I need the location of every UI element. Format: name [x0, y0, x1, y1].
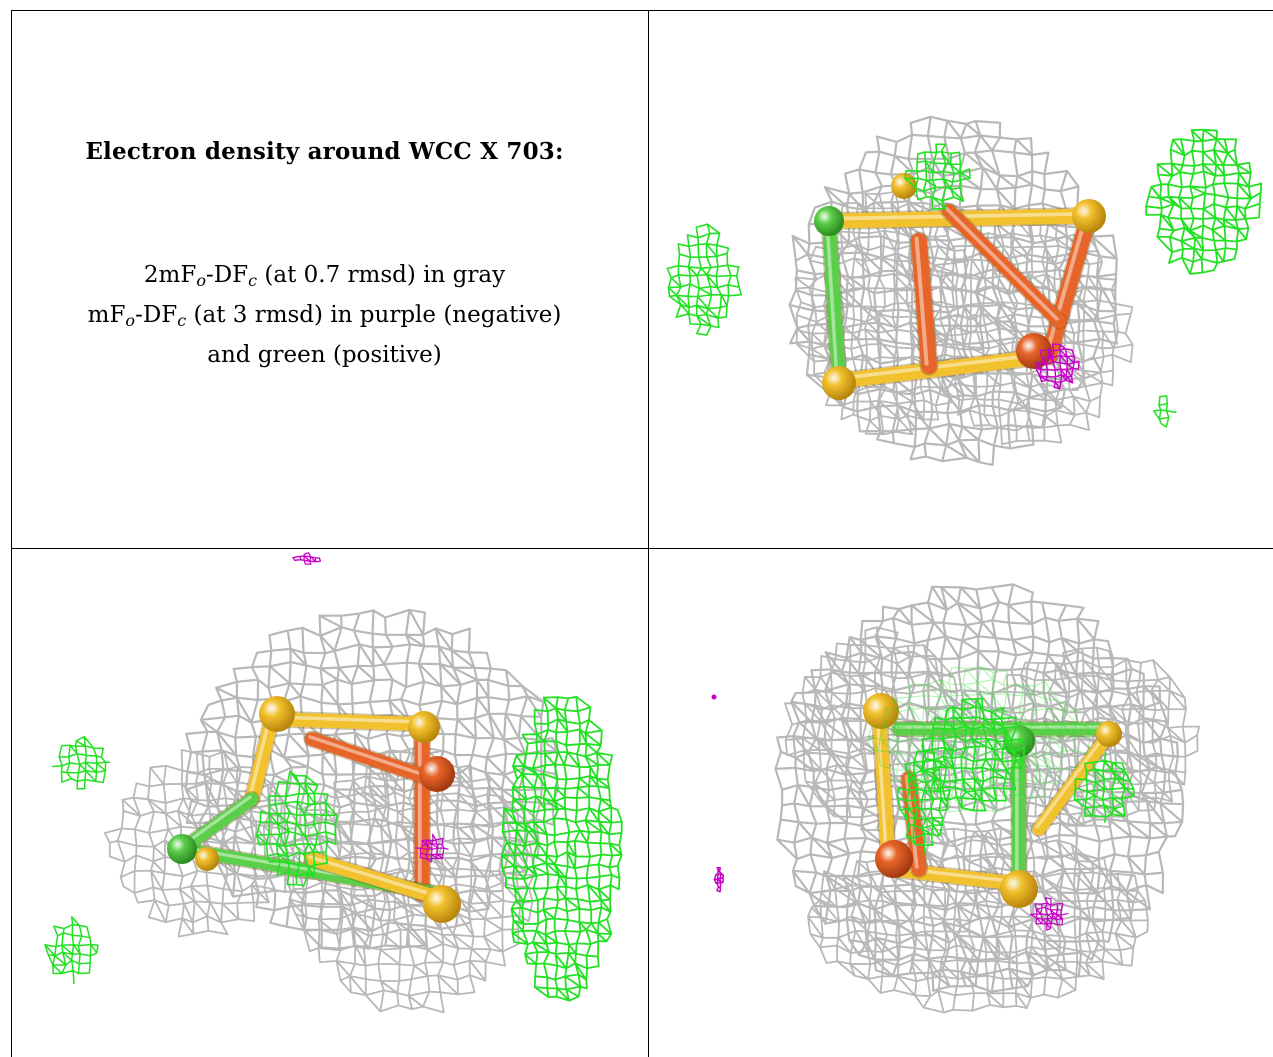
iron-bond	[940, 202, 1068, 330]
positive-density-mesh	[666, 223, 742, 336]
sulfur-atom	[863, 693, 899, 729]
legend-line-2fofc: 2mFo-DFc (at 0.7 rmsd) in gray	[143, 262, 506, 290]
density-2fofc-mesh	[287, 746, 535, 1014]
positive-density-mesh	[904, 143, 971, 210]
sulfur-bond	[1031, 726, 1117, 837]
positive-density-mesh	[1152, 395, 1177, 428]
negative-density-mesh	[1034, 343, 1080, 390]
ligand-atom	[167, 834, 197, 864]
iron-atom	[875, 840, 913, 878]
positive-density-mesh	[44, 916, 99, 985]
sulfur-atom	[195, 847, 219, 871]
density-render-3	[711, 583, 1200, 1014]
positive-density-mesh	[921, 697, 1026, 812]
positive-density-mesh	[51, 735, 111, 790]
legend-line-fofc: mFo-DFc (at 3 rmsd) in purple (negative)	[87, 302, 562, 330]
density-view-bottom-left	[12, 549, 648, 1057]
ligand-bond	[820, 212, 848, 390]
figure-title: Electron density around WCC X 703:	[85, 138, 564, 165]
sulfur-atom	[408, 711, 440, 743]
sulfur-bond	[263, 710, 431, 733]
negative-density-mesh	[1029, 897, 1069, 931]
sulfur-atom	[1096, 721, 1122, 747]
iron-bond	[909, 231, 939, 376]
sulfur-atom	[423, 885, 461, 923]
ligand-atom	[814, 206, 844, 236]
sulfur-bond	[303, 850, 451, 908]
negative-density-mesh	[713, 866, 725, 893]
positive-density-mesh	[500, 695, 623, 1002]
border-vertical-center	[648, 10, 649, 1057]
density-2fofc-mesh	[807, 824, 1149, 1014]
legend-text: 2mFo-DFc (at 0.7 rmsd) in gray mFo-DFc (…	[12, 258, 637, 372]
positive-density-mesh	[868, 666, 1091, 813]
negative-density-mesh	[414, 833, 449, 863]
negative-density-dot	[711, 694, 717, 700]
sulfur-atom	[891, 173, 917, 199]
border-horizontal-center	[12, 548, 1273, 549]
density-view-bottom-right	[649, 549, 1273, 1057]
sulfur-atom	[1072, 199, 1106, 233]
border-left	[11, 10, 12, 1057]
positive-density-mesh	[1073, 751, 1135, 823]
ligand-bond	[1010, 730, 1028, 893]
legend-line-positive: and green (positive)	[207, 342, 442, 368]
iron-bond	[1039, 206, 1099, 366]
sulfur-bond	[243, 710, 281, 808]
iron-atom	[419, 756, 455, 792]
sulfur-atom	[259, 696, 295, 732]
positive-density-mesh	[896, 744, 952, 856]
sulfur-atom	[1000, 870, 1038, 908]
iron-bond	[303, 730, 441, 788]
positive-density-mesh	[255, 770, 338, 887]
density-2fofc-mesh	[184, 608, 560, 950]
density-render-1	[666, 115, 1263, 466]
sulfur-atom	[822, 366, 856, 400]
sulfur-bond	[830, 347, 1058, 390]
density-view-top-right	[649, 11, 1273, 548]
border-top	[12, 10, 1273, 11]
caption-cell: Electron density around WCC X 703: 2mFo-…	[12, 10, 637, 550]
iron-bond	[413, 715, 431, 903]
density-render-2	[44, 552, 623, 1014]
negative-density-mesh	[292, 552, 322, 565]
positive-density-mesh	[1145, 128, 1263, 275]
